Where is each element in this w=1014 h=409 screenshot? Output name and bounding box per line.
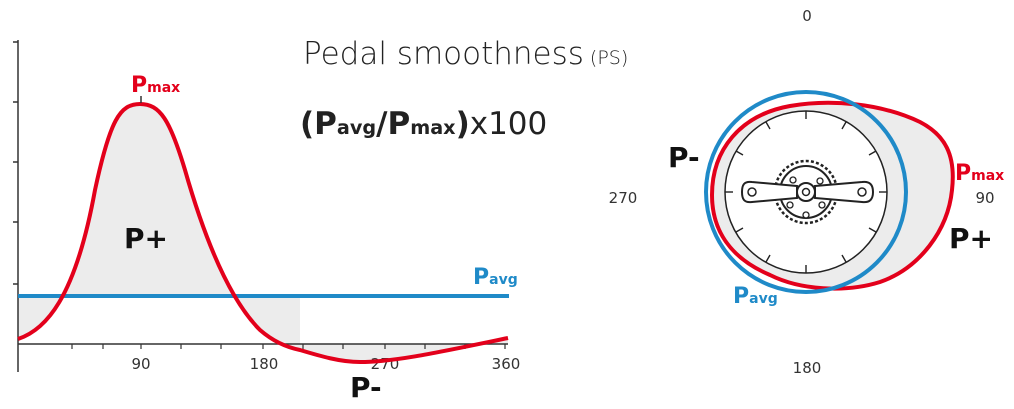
formula-pavg-p: P xyxy=(314,106,337,142)
formula-pavg: Pavg xyxy=(314,106,376,142)
angle-label-90: 90 xyxy=(975,189,994,207)
formula-pavg-sub: avg xyxy=(336,116,377,139)
pmax-label: Pmax xyxy=(131,73,180,98)
angle-label-180: 180 xyxy=(793,359,822,377)
formula-slash: / xyxy=(376,106,388,142)
pavg-circle xyxy=(704,90,908,294)
formula-pmax-sub: max xyxy=(410,116,456,139)
polar-negative-label: P- xyxy=(668,141,700,174)
polar-pmax-label: Pmax xyxy=(955,161,1004,186)
force-curve-chart: 90 180 270 360 Pmax Pavg P+ P- xyxy=(13,40,520,404)
formula-multiplier: x100 xyxy=(469,106,548,142)
pmax-curve xyxy=(709,100,955,291)
pedal-spindle-left xyxy=(747,187,757,197)
formula-pmax: Pmax xyxy=(387,106,455,142)
x-tick-label-360: 360 xyxy=(492,355,521,373)
pedal-spindle-right xyxy=(857,187,867,197)
formula-pmax-p: P xyxy=(387,106,411,142)
pavg-label: Pavg xyxy=(473,265,518,290)
diagram-title: Pedal smoothness (PS) xyxy=(303,36,628,72)
title-abbreviation: (PS) xyxy=(589,47,629,69)
positive-work-label: P+ xyxy=(124,222,168,255)
angle-label-270: 270 xyxy=(609,189,638,207)
x-tick-label-90: 90 xyxy=(131,355,150,373)
polar-pavg-label: Pavg xyxy=(733,284,778,309)
formula-close-paren: ) xyxy=(455,106,470,142)
crank-arm-right-icon xyxy=(814,180,875,204)
polar-positive-label: P+ xyxy=(949,222,993,255)
force-curve xyxy=(17,101,509,365)
formula-open-paren: ( xyxy=(300,106,315,142)
chainring-icon xyxy=(773,159,839,225)
disc-ticks xyxy=(725,111,887,273)
crank-arm-left-icon xyxy=(740,180,798,204)
formula: (Pavg/Pmax)x100 xyxy=(300,106,547,142)
x-tick-label-180: 180 xyxy=(250,355,279,373)
angle-label-0: 0 xyxy=(802,7,812,25)
title-text: Pedal smoothness xyxy=(303,36,584,72)
negative-work-label: P- xyxy=(350,371,382,404)
polar-pedal-chart: 0 90 180 270 Pmax Pavg P+ P- xyxy=(609,7,1005,377)
y-axis-ticks xyxy=(13,41,18,285)
